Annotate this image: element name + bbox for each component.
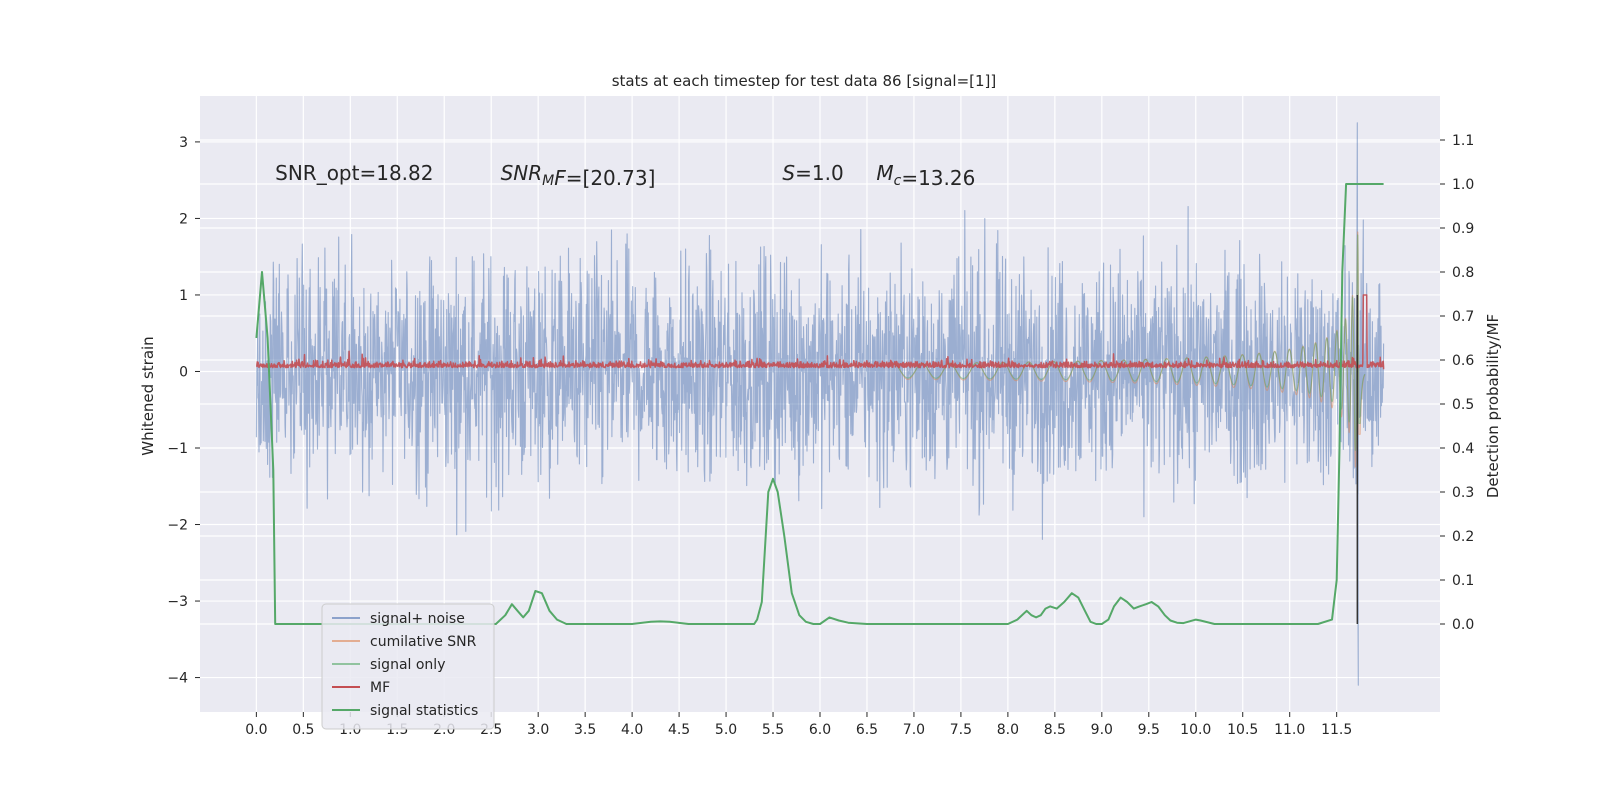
y-tick-label: −3 [167, 594, 188, 610]
x-tick-label: 5.0 [715, 722, 737, 738]
y-axis-label: Whitened strain [139, 336, 157, 455]
series-signal-noise [255, 122, 1385, 686]
right-y-tick-label: 0.1 [1452, 573, 1474, 589]
y-tick-label: −2 [167, 518, 188, 534]
x-tick-label: 0.0 [245, 722, 267, 738]
x-tick-label: 5.5 [762, 722, 784, 738]
x-tick-label: 7.5 [950, 722, 972, 738]
right-y-tick-label: 0.8 [1452, 265, 1474, 281]
right-y-tick-label: 0.3 [1452, 485, 1474, 501]
series-mf [255, 294, 1385, 370]
x-tick-label: 11.5 [1321, 722, 1352, 738]
x-tick-label: 4.0 [621, 722, 643, 738]
x-tick-label: 9.0 [1091, 722, 1113, 738]
legend-label: cumilative SNR [370, 634, 477, 650]
x-tick-label: 4.5 [668, 722, 690, 738]
legend-frame [321, 603, 495, 730]
legend-label: signal statistics [370, 703, 478, 719]
annotation-text: SNR_opt=18.82 [275, 161, 433, 185]
right-y-tick-label: 0.6 [1452, 353, 1474, 369]
y-tick-label: 3 [179, 135, 188, 151]
legend-label: signal only [370, 657, 445, 673]
y-tick-label: −4 [167, 671, 188, 687]
right-y-tick-label: 0.4 [1452, 441, 1474, 457]
chart-title: stats at each timestep for test data 86 … [612, 72, 997, 90]
y-tick-label: −1 [167, 441, 188, 457]
right-y-tick-label: 0.0 [1452, 617, 1474, 633]
x-tick-label: 11.0 [1274, 722, 1305, 738]
annotation-text: S=1.0 [782, 161, 843, 185]
annotation-text: Mc=13.26 [876, 161, 975, 190]
y-tick-label: 2 [179, 211, 188, 227]
x-tick-label: 7.0 [903, 722, 925, 738]
x-tick-label: 0.5 [292, 722, 314, 738]
x-tick-label: 8.0 [997, 722, 1019, 738]
series-signal-statistics [255, 183, 1384, 625]
right-y-tick-label: 1.0 [1452, 177, 1474, 193]
right-y-tick-label: 0.2 [1452, 529, 1474, 545]
x-tick-label: 10.5 [1227, 722, 1258, 738]
y-tick-label: 1 [179, 288, 188, 304]
x-tick-label: 3.5 [574, 722, 596, 738]
x-tick-label: 6.0 [809, 722, 831, 738]
right-y-axis-label: Detection probability/MF [1484, 314, 1502, 498]
right-y-tick-label: 0.9 [1452, 221, 1474, 237]
legend: signal+ noise cumilative SNR signal only MF… [321, 603, 495, 730]
legend-label: signal+ noise [370, 611, 465, 627]
right-y-tick-label: 0.5 [1452, 397, 1474, 413]
x-tick-label: 3.0 [527, 722, 549, 738]
x-tick-label: 8.5 [1044, 722, 1066, 738]
x-tick-label: 10.0 [1180, 722, 1211, 738]
right-y-tick-label: 0.7 [1452, 309, 1474, 325]
right-y-tick-label: 1.1 [1452, 133, 1474, 149]
legend-label: MF [370, 680, 390, 696]
annotation-text: SNRMF=[20.73] [501, 161, 656, 190]
x-tick-label: 9.5 [1138, 722, 1160, 738]
x-tick-label: 6.5 [856, 722, 878, 738]
y-tick-label: 0 [179, 364, 188, 380]
